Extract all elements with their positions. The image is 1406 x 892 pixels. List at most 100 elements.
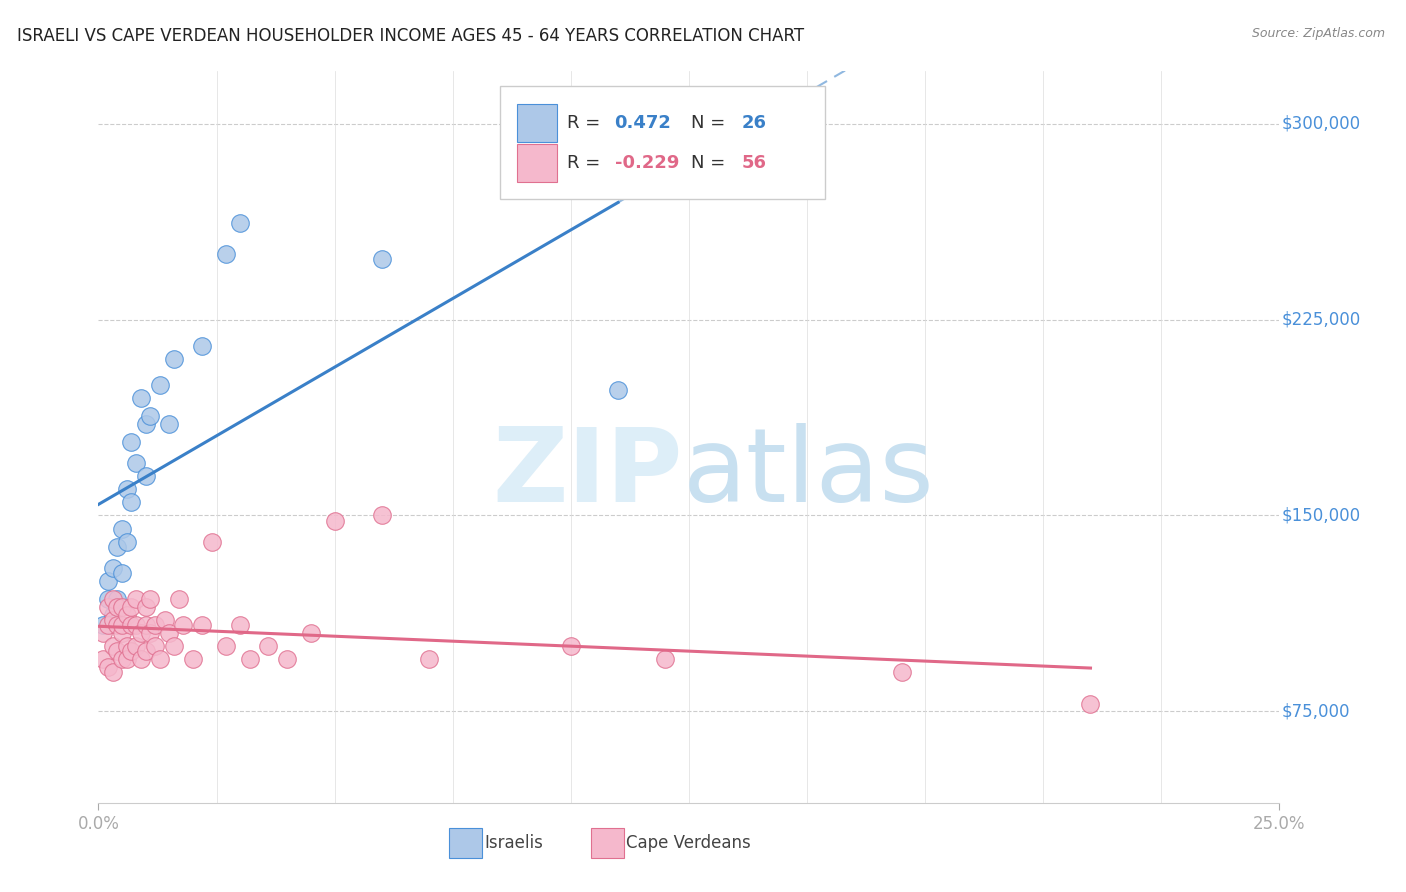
Point [135,599,157,614]
Point [163,639,186,653]
Point [371,252,394,267]
Text: 0.472: 0.472 [614,113,672,131]
Text: N =: N = [692,153,731,172]
Point [139,626,162,640]
Point [125,456,148,470]
Point [239,652,262,666]
Point [101,665,124,680]
Point [101,607,124,622]
Point [135,417,157,431]
Point [157,417,180,431]
Point [97,660,120,674]
Text: -0.229: -0.229 [614,153,679,172]
Point [229,216,252,230]
Point [105,599,128,614]
Point [111,599,134,614]
Point [115,639,138,653]
Point [125,592,148,607]
Point [163,351,186,366]
Point [115,483,138,497]
Point [111,652,134,666]
Point [125,618,148,632]
FancyBboxPatch shape [591,829,624,858]
Point [299,626,322,640]
Text: atlas: atlas [683,423,935,524]
Text: 56: 56 [742,153,768,172]
Point [97,618,120,632]
Point [121,644,143,658]
Point [153,613,176,627]
Point [115,607,138,622]
Point [111,626,134,640]
Point [276,652,298,666]
Text: $75,000: $75,000 [1282,702,1350,721]
Text: R =: R = [567,153,606,172]
Point [121,435,143,450]
Point [139,592,162,607]
Point [129,391,152,405]
Point [101,560,124,574]
Point [121,495,143,509]
Point [418,652,440,666]
Point [121,618,143,632]
Point [115,534,138,549]
Point [135,469,157,483]
Point [157,626,180,640]
Point [215,639,238,653]
FancyBboxPatch shape [449,829,482,858]
Point [97,599,120,614]
Point [149,377,172,392]
Point [560,639,582,653]
Point [111,521,134,535]
Point [607,383,630,397]
Point [149,652,172,666]
Point [91,618,114,632]
Point [135,644,157,658]
Point [201,534,224,549]
Point [890,665,912,680]
Point [105,540,128,554]
Point [181,652,204,666]
Point [257,639,280,653]
Point [111,566,134,580]
FancyBboxPatch shape [516,103,557,142]
Point [143,618,166,632]
Point [91,652,114,666]
Point [135,618,157,632]
Point [97,592,120,607]
Point [101,639,124,653]
Point [167,592,190,607]
Point [101,613,124,627]
Point [229,618,252,632]
Point [371,508,394,523]
Point [1080,697,1102,711]
Text: $300,000: $300,000 [1282,114,1361,133]
Point [191,618,214,632]
Point [172,618,194,632]
Text: ISRAELI VS CAPE VERDEAN HOUSEHOLDER INCOME AGES 45 - 64 YEARS CORRELATION CHART: ISRAELI VS CAPE VERDEAN HOUSEHOLDER INCO… [17,27,804,45]
FancyBboxPatch shape [501,86,825,200]
Point [105,618,128,632]
Text: ZIP: ZIP [492,423,683,524]
Point [101,592,124,607]
Point [129,626,152,640]
Point [115,652,138,666]
Text: Israelis: Israelis [485,834,544,852]
Point [121,599,143,614]
Text: Cape Verdeans: Cape Verdeans [626,834,751,852]
Point [139,409,162,424]
Text: R =: R = [567,113,606,131]
Point [125,639,148,653]
Point [129,652,152,666]
Text: $225,000: $225,000 [1282,310,1361,328]
Text: $150,000: $150,000 [1282,507,1361,524]
Text: Source: ZipAtlas.com: Source: ZipAtlas.com [1251,27,1385,40]
Point [191,338,214,352]
Point [215,247,238,261]
FancyBboxPatch shape [516,144,557,182]
Point [654,652,676,666]
Point [105,592,128,607]
Text: N =: N = [692,113,731,131]
Point [97,574,120,588]
Point [105,644,128,658]
